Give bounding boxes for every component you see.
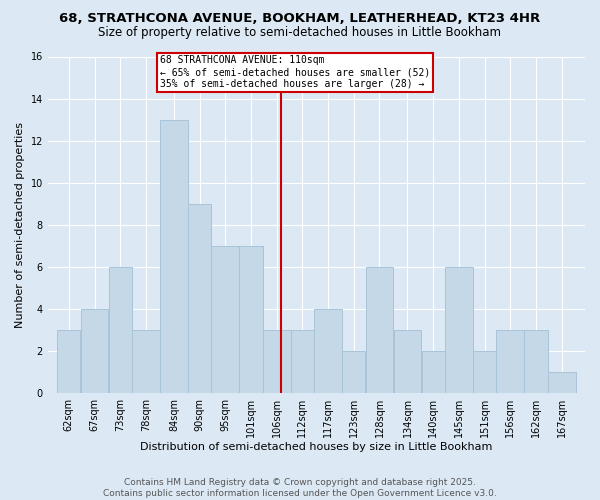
Text: Contains HM Land Registry data © Crown copyright and database right 2025.
Contai: Contains HM Land Registry data © Crown c… — [103, 478, 497, 498]
Bar — [291, 330, 314, 393]
Text: 68 STRATHCONA AVENUE: 110sqm
← 65% of semi-detached houses are smaller (52)
35% : 68 STRATHCONA AVENUE: 110sqm ← 65% of se… — [160, 56, 430, 88]
Bar — [132, 330, 160, 393]
Bar — [314, 308, 342, 393]
Bar — [445, 266, 473, 393]
Bar — [188, 204, 211, 393]
Bar — [496, 330, 524, 393]
Bar — [365, 266, 394, 393]
Bar — [524, 330, 548, 393]
Text: Size of property relative to semi-detached houses in Little Bookham: Size of property relative to semi-detach… — [98, 26, 502, 39]
Bar — [160, 120, 188, 393]
Bar — [109, 266, 132, 393]
Bar — [548, 372, 575, 393]
X-axis label: Distribution of semi-detached houses by size in Little Bookham: Distribution of semi-detached houses by … — [140, 442, 493, 452]
Bar — [422, 351, 445, 393]
Bar — [211, 246, 239, 393]
Bar — [239, 246, 263, 393]
Bar — [263, 330, 290, 393]
Bar — [394, 330, 421, 393]
Bar — [473, 351, 496, 393]
Bar — [80, 308, 109, 393]
Text: 68, STRATHCONA AVENUE, BOOKHAM, LEATHERHEAD, KT23 4HR: 68, STRATHCONA AVENUE, BOOKHAM, LEATHERH… — [59, 12, 541, 26]
Y-axis label: Number of semi-detached properties: Number of semi-detached properties — [15, 122, 25, 328]
Bar — [342, 351, 365, 393]
Bar — [57, 330, 80, 393]
